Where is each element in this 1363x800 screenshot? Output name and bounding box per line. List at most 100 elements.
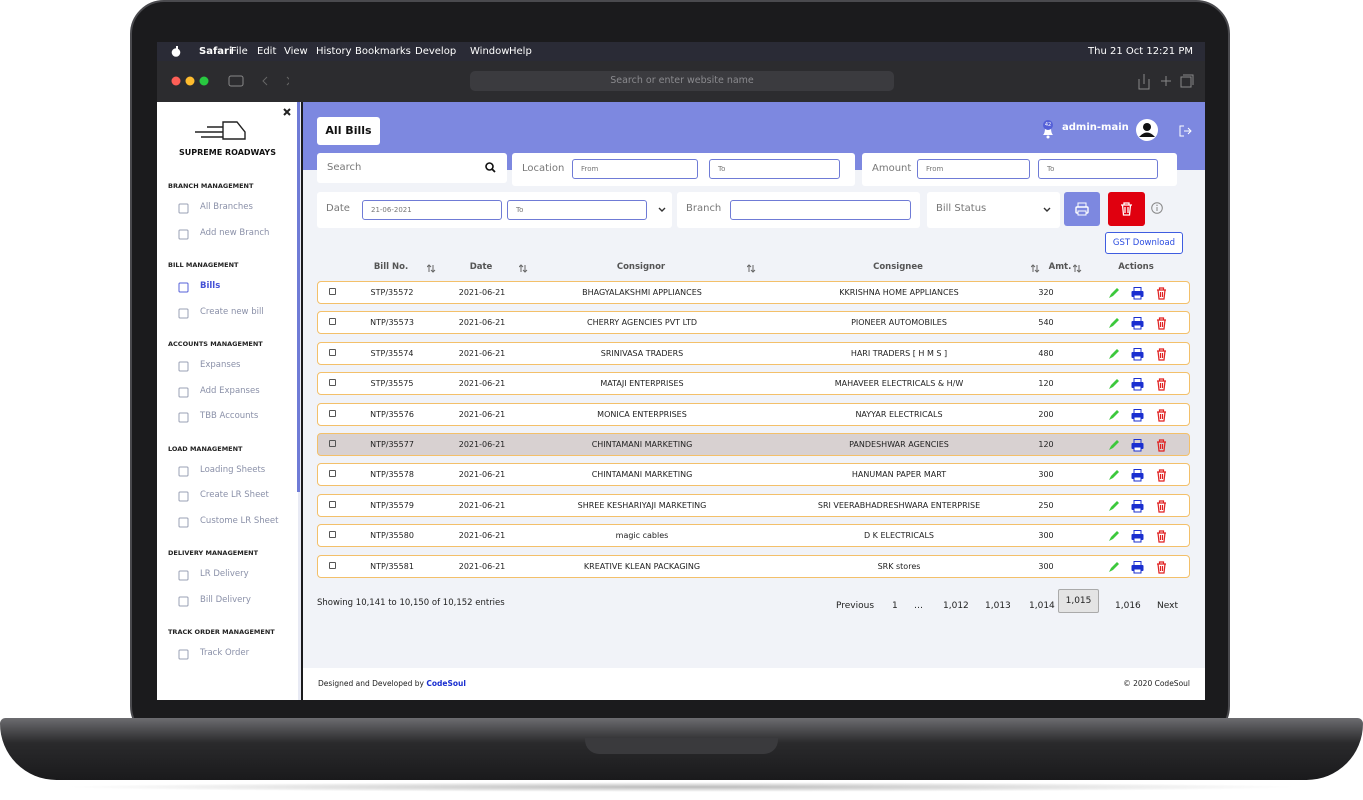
bill-date: 2021-06-21 bbox=[458, 561, 506, 571]
amount: 250 bbox=[1038, 500, 1054, 510]
row-checkbox[interactable] bbox=[329, 379, 336, 387]
date-from[interactable]: 21-06-2021 bbox=[362, 200, 502, 220]
menu-item[interactable]: View bbox=[284, 46, 308, 57]
edit-icon[interactable] bbox=[1108, 378, 1120, 390]
sidebar-link[interactable]: TBB Accounts bbox=[200, 411, 259, 421]
consignor: MONICA ENTERPRISES bbox=[597, 409, 687, 419]
page-link[interactable]: 1,013 bbox=[985, 601, 1011, 611]
user-name[interactable]: admin-main bbox=[1062, 122, 1129, 133]
sidebar-link[interactable]: LR Delivery bbox=[200, 569, 249, 579]
address-bar[interactable]: Search or enter website name bbox=[470, 71, 894, 91]
page-link[interactable]: 1 bbox=[892, 601, 898, 611]
edit-icon[interactable] bbox=[1108, 561, 1120, 573]
row-checkbox[interactable] bbox=[329, 470, 336, 478]
delete-button[interactable] bbox=[1108, 192, 1145, 226]
delete-icon[interactable] bbox=[1156, 530, 1167, 543]
menu-item[interactable]: Develop bbox=[415, 46, 457, 57]
row-checkbox[interactable] bbox=[329, 440, 336, 447]
sidebar-link[interactable]: Loading Sheets bbox=[200, 464, 266, 475]
clock: Thu 21 Oct 12:21 PM bbox=[1088, 46, 1193, 57]
edit-icon[interactable] bbox=[1108, 409, 1120, 421]
avatar[interactable] bbox=[1135, 118, 1159, 142]
column-header[interactable]: Amt. bbox=[1048, 262, 1072, 272]
row-checkbox[interactable] bbox=[329, 500, 336, 508]
page-link[interactable]: … bbox=[914, 601, 923, 611]
print-icon[interactable] bbox=[1131, 408, 1144, 422]
edit-icon[interactable] bbox=[1108, 439, 1120, 451]
page-link[interactable]: Previous bbox=[836, 601, 875, 611]
print-icon[interactable] bbox=[1131, 317, 1144, 330]
location-from[interactable]: From bbox=[572, 159, 698, 179]
page-link[interactable]: 1,016 bbox=[1115, 601, 1141, 611]
delete-icon[interactable] bbox=[1156, 500, 1167, 513]
amount-to[interactable]: To bbox=[1038, 159, 1158, 179]
print-icon[interactable] bbox=[1131, 530, 1144, 543]
page-link[interactable]: 1,012 bbox=[943, 601, 969, 611]
column-header[interactable]: Consignee bbox=[873, 262, 923, 272]
sidebar-link[interactable]: Custome LR Sheet bbox=[200, 515, 279, 526]
sidebar-link[interactable]: All Branches bbox=[200, 202, 253, 212]
bill-status-select[interactable]: Bill Status bbox=[927, 192, 1060, 228]
print-icon[interactable] bbox=[1131, 469, 1144, 482]
row-checkbox[interactable] bbox=[329, 318, 336, 326]
row-checkbox[interactable] bbox=[329, 348, 336, 356]
amount-from[interactable]: From bbox=[917, 159, 1030, 179]
sidebar-link[interactable]: Bill Delivery bbox=[200, 594, 251, 605]
delete-icon[interactable] bbox=[1156, 439, 1167, 452]
print-icon[interactable] bbox=[1131, 378, 1144, 391]
print-icon[interactable] bbox=[1131, 347, 1144, 361]
date-to[interactable]: To bbox=[507, 200, 647, 220]
company-link[interactable]: CodeSoul bbox=[426, 679, 466, 688]
sidebar-link[interactable]: Add Expanses bbox=[200, 385, 260, 396]
location-to[interactable]: To bbox=[709, 159, 840, 179]
sidebar-link[interactable]: Create LR Sheet bbox=[200, 490, 269, 500]
delete-icon[interactable] bbox=[1156, 408, 1167, 422]
sidebar-link[interactable]: Bills bbox=[200, 281, 221, 291]
page-link[interactable]: 1,014 bbox=[1029, 601, 1055, 611]
sidebar-link[interactable]: Create new bill bbox=[200, 306, 264, 317]
menu-item[interactable]: Window bbox=[470, 46, 510, 57]
row-checkbox[interactable] bbox=[329, 531, 336, 539]
row-checkbox[interactable] bbox=[329, 409, 336, 417]
delete-icon[interactable] bbox=[1156, 378, 1167, 391]
column-header[interactable]: Date bbox=[469, 262, 493, 272]
delete-icon[interactable] bbox=[1156, 317, 1167, 330]
print-icon[interactable] bbox=[1131, 287, 1144, 300]
edit-icon[interactable] bbox=[1108, 317, 1120, 329]
delete-icon[interactable] bbox=[1156, 469, 1167, 482]
print-button[interactable] bbox=[1064, 192, 1100, 226]
branch-input[interactable] bbox=[730, 200, 911, 220]
edit-icon[interactable] bbox=[1108, 287, 1120, 299]
sidebar-link[interactable]: Expanses bbox=[200, 360, 241, 370]
column-header[interactable]: Bill No. bbox=[373, 262, 409, 272]
menu-item[interactable]: Bookmarks bbox=[355, 46, 411, 57]
menu-item[interactable]: History bbox=[316, 46, 352, 57]
gst-download-button[interactable]: GST Download bbox=[1105, 232, 1183, 254]
page-link[interactable]: 1,015 bbox=[1058, 589, 1099, 613]
print-icon[interactable] bbox=[1131, 560, 1144, 574]
column-header[interactable]: Consignor bbox=[616, 262, 666, 272]
amount: 120 bbox=[1038, 440, 1054, 449]
search-box[interactable]: Search bbox=[317, 153, 507, 183]
page-link[interactable]: Next bbox=[1157, 601, 1178, 611]
sidebar-link[interactable]: Track Order bbox=[200, 648, 250, 658]
print-icon[interactable] bbox=[1131, 499, 1144, 513]
row-checkbox[interactable] bbox=[329, 288, 336, 295]
delete-icon[interactable] bbox=[1156, 348, 1167, 361]
edit-icon[interactable] bbox=[1108, 530, 1120, 542]
edit-icon[interactable] bbox=[1108, 500, 1120, 512]
sidebar-link[interactable]: Add new Branch bbox=[200, 227, 270, 238]
edit-icon[interactable] bbox=[1108, 469, 1120, 481]
print-icon[interactable] bbox=[1131, 439, 1144, 452]
menu-item[interactable]: Edit bbox=[257, 46, 277, 57]
menu-item[interactable]: Help bbox=[509, 46, 532, 57]
edit-icon[interactable] bbox=[1108, 348, 1120, 360]
menu-item[interactable]: File bbox=[231, 46, 248, 57]
bill-no: STP/35572 bbox=[370, 288, 414, 297]
close-icon[interactable] bbox=[282, 107, 292, 117]
delete-icon[interactable] bbox=[1156, 560, 1167, 574]
logout-icon[interactable] bbox=[1178, 124, 1192, 138]
menu-app[interactable]: Safari bbox=[199, 46, 233, 57]
delete-icon[interactable] bbox=[1156, 287, 1167, 300]
row-checkbox[interactable] bbox=[329, 561, 336, 569]
